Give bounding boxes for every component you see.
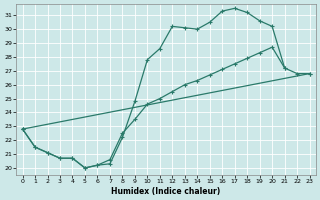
X-axis label: Humidex (Indice chaleur): Humidex (Indice chaleur)	[111, 187, 221, 196]
